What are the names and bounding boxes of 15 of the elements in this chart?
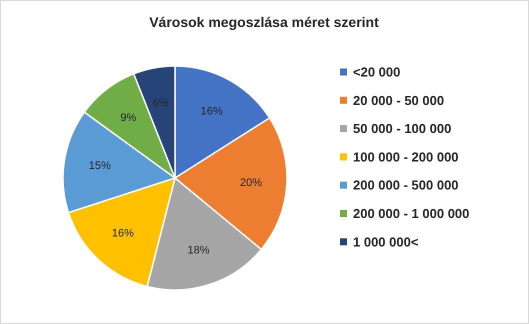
legend-label: <20 000	[353, 64, 400, 80]
data-label: 18%	[188, 244, 210, 256]
legend-label: 100 000 - 200 000	[353, 149, 459, 164]
legend-label: 20 000 - 50 000	[353, 92, 444, 108]
legend-label: 1 000 000<	[353, 234, 419, 250]
data-label: 20%	[240, 176, 262, 189]
data-label: 6%	[152, 97, 169, 110]
legend-label: 50 000 - 100 000	[353, 121, 452, 136]
data-label: 16%	[112, 228, 134, 240]
data-label: 16%	[200, 105, 223, 118]
data-label: 9%	[120, 112, 136, 124]
legend-label: 200 000 - 1 000 000	[353, 206, 470, 221]
data-label: 15%	[88, 160, 111, 172]
chart-title: Városok megoszlása méret szerint	[149, 14, 380, 30]
legend-label: 200 000 - 500 000	[353, 178, 459, 193]
